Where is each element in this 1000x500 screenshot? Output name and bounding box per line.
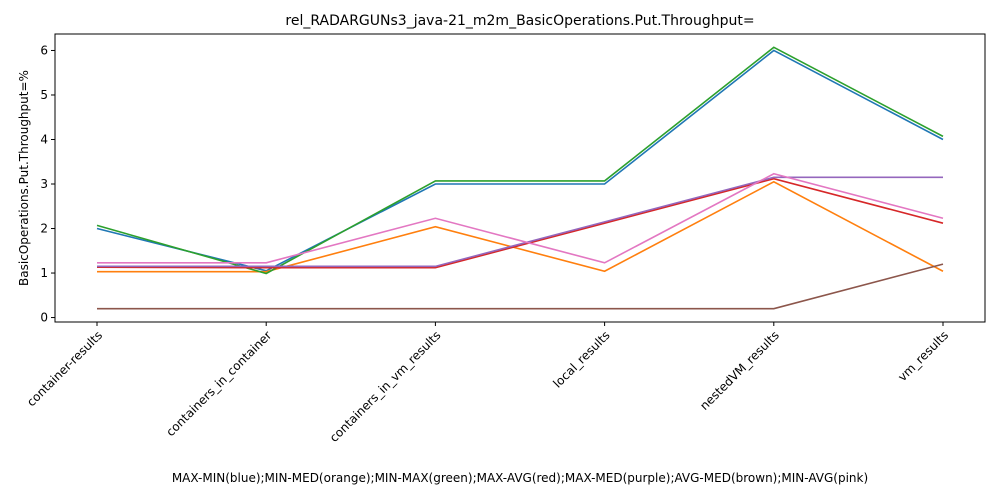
y-axis-label: BasicOperations.Put.Throughput=% (17, 70, 31, 286)
x-axis: container-results containers_in_container… (24, 322, 951, 445)
y-tick-label: 3 (40, 177, 48, 191)
series-line-2 (96, 46, 944, 275)
x-tick-label: vm_results (895, 328, 951, 384)
series-line-5 (97, 263, 944, 310)
y-axis: 0 1 2 3 4 5 6 (40, 43, 55, 325)
y-tick-label: 2 (40, 222, 48, 236)
y-tick-label: 4 (40, 132, 48, 146)
plot-frame (54, 33, 986, 323)
chart-title: rel_RADARGUNs3_java-21_m2m_BasicOperatio… (285, 13, 754, 29)
series-line-6 (97, 172, 944, 264)
x-tick-label: containers_in_container (163, 328, 274, 439)
y-tick-label: 0 (40, 311, 48, 325)
x-tick-label: local_results (550, 328, 612, 390)
series-line-4 (97, 176, 943, 268)
y-tick-label: 1 (40, 266, 48, 280)
y-tick-label: 5 (40, 88, 48, 102)
x-axis-label: MAX-MIN(blue);MIN-MED(orange);MIN-MAX(gr… (172, 471, 868, 485)
series-line-0 (96, 49, 944, 272)
series-line-3 (96, 177, 944, 269)
x-tick-label: container-results (24, 328, 105, 409)
y-tick-label: 6 (40, 43, 48, 57)
x-tick-label: containers_in_vm_results (327, 328, 444, 445)
series-line-1 (97, 180, 944, 273)
plot-lines (96, 46, 944, 310)
x-tick-label: nestedVM_results (697, 328, 782, 413)
